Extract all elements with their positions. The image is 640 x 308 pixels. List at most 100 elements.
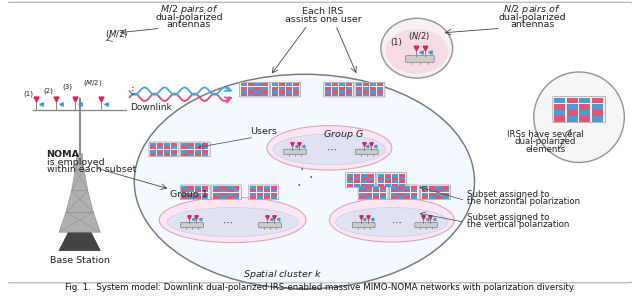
Text: $(M/2)$: $(M/2)$ [106, 28, 129, 40]
Bar [566, 104, 578, 110]
Bar [356, 93, 362, 96]
FancyBboxPatch shape [211, 185, 241, 200]
Bar [339, 83, 345, 86]
Bar [579, 104, 590, 110]
FancyBboxPatch shape [259, 222, 282, 228]
Bar [390, 186, 397, 189]
Bar [271, 189, 277, 192]
Polygon shape [66, 191, 93, 212]
Bar [373, 186, 380, 189]
Bar [332, 90, 338, 93]
FancyBboxPatch shape [180, 142, 210, 157]
Bar [377, 90, 383, 93]
Bar [285, 90, 292, 93]
Bar [373, 196, 380, 199]
Bar [411, 193, 417, 196]
Bar [257, 193, 263, 196]
Bar [279, 90, 285, 93]
FancyBboxPatch shape [420, 185, 451, 200]
Bar [171, 153, 177, 156]
Bar [250, 196, 256, 199]
Bar [272, 87, 278, 90]
Bar [385, 180, 391, 184]
FancyBboxPatch shape [377, 173, 407, 188]
Bar [347, 174, 353, 177]
Bar [332, 83, 338, 86]
Bar [442, 196, 449, 199]
Ellipse shape [167, 208, 298, 237]
Bar [261, 87, 268, 90]
Bar [363, 93, 369, 96]
FancyBboxPatch shape [239, 82, 269, 97]
Bar [380, 193, 386, 196]
Bar [202, 150, 208, 153]
Bar [202, 186, 208, 189]
Bar [579, 110, 590, 116]
Bar [157, 153, 163, 156]
Bar [285, 87, 292, 90]
Bar [411, 189, 417, 192]
Bar [377, 83, 383, 86]
FancyBboxPatch shape [415, 222, 438, 228]
Bar [150, 146, 156, 149]
FancyBboxPatch shape [180, 222, 204, 228]
Text: Fig. 1.  System model: Downlink dual-polarized IRS-enabled massive MIMO-NOMA net: Fig. 1. System model: Downlink dual-pola… [65, 283, 575, 292]
Bar [171, 146, 177, 149]
Bar [435, 193, 442, 196]
Text: antennas: antennas [510, 20, 554, 29]
Polygon shape [72, 169, 88, 191]
Bar [397, 189, 404, 192]
Bar [429, 186, 435, 189]
Bar [356, 90, 362, 93]
Bar [227, 189, 232, 192]
Bar [347, 184, 353, 187]
Bar [378, 180, 384, 184]
Bar [164, 153, 170, 156]
Text: (1): (1) [390, 38, 403, 47]
Bar [227, 186, 232, 189]
Bar [264, 193, 270, 196]
Bar [363, 87, 369, 90]
Text: assists one user: assists one user [285, 15, 362, 24]
Bar [373, 189, 380, 192]
Bar [360, 184, 367, 187]
Bar [435, 196, 442, 199]
Bar [399, 184, 405, 187]
Text: $M/2$ pairs of: $M/2$ pairs of [159, 3, 218, 16]
Bar [233, 189, 239, 192]
Bar [250, 193, 256, 196]
Bar [359, 193, 365, 196]
Bar [325, 93, 331, 96]
FancyBboxPatch shape [353, 222, 375, 228]
Bar [422, 196, 428, 199]
Bar [378, 177, 384, 180]
Text: Spatial cluster $k$: Spatial cluster $k$ [243, 268, 322, 281]
Bar [378, 184, 384, 187]
Bar [367, 184, 374, 187]
Bar [150, 150, 156, 153]
FancyBboxPatch shape [324, 82, 354, 97]
Bar [171, 150, 177, 153]
Text: $\cdot$: $\cdot$ [296, 177, 301, 191]
Bar [188, 150, 195, 153]
Bar [354, 184, 360, 187]
Text: within each subset: within each subset [47, 165, 136, 174]
FancyBboxPatch shape [249, 185, 279, 200]
Bar [346, 83, 352, 86]
Ellipse shape [335, 208, 448, 237]
Ellipse shape [381, 18, 452, 78]
Bar [181, 189, 188, 192]
Bar [188, 193, 195, 196]
FancyBboxPatch shape [149, 142, 179, 157]
Text: Group $G$: Group $G$ [323, 128, 364, 141]
Bar [370, 87, 376, 90]
Bar [202, 143, 208, 146]
Bar [264, 196, 270, 199]
Bar [429, 189, 435, 192]
Polygon shape [59, 212, 100, 232]
Bar [579, 98, 590, 103]
Text: Group 1: Group 1 [170, 190, 208, 199]
Bar [435, 189, 442, 192]
Bar [346, 90, 352, 93]
Bar [248, 87, 254, 90]
